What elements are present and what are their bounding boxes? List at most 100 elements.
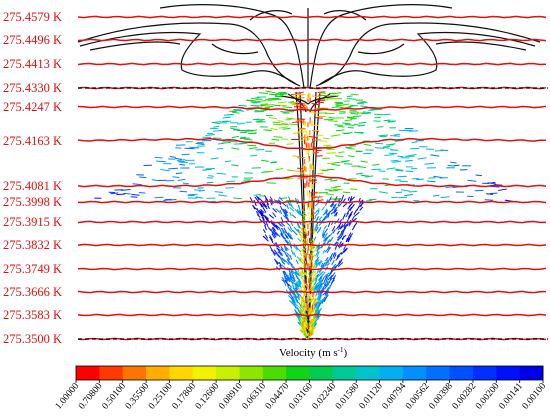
velocity-arrow [323, 137, 331, 140]
velocity-arrow [284, 211, 289, 217]
velocity-arrow [337, 241, 342, 248]
velocity-arrow [283, 227, 288, 234]
velocity-arrow [290, 270, 294, 278]
velocity-arrow [322, 262, 325, 269]
velocity-arrow [296, 280, 301, 288]
velocity-arrow [160, 169, 170, 172]
velocity-arrow [334, 241, 339, 245]
velocity-arrow [426, 180, 436, 183]
velocity-arrow [263, 170, 274, 173]
velocity-arrow [345, 238, 348, 243]
velocity-arrow [280, 217, 284, 222]
velocity-arrow [264, 215, 269, 220]
velocity-arrow [352, 217, 358, 222]
velocity-arrow [399, 180, 408, 183]
velocity-arrow [293, 282, 298, 287]
velocity-arrow [316, 279, 323, 285]
velocity-arrow [213, 130, 223, 132]
velocity-arrow [342, 213, 346, 220]
velocity-arrow [225, 187, 235, 189]
velocity-arrow [273, 136, 283, 138]
velocity-arrow [278, 197, 288, 200]
velocity-arrow [298, 306, 304, 312]
velocity-arrow [417, 157, 427, 160]
velocity-arrow [372, 163, 380, 166]
velocity-arrow [288, 270, 292, 276]
velocity-arrow [271, 230, 277, 236]
velocity-arrow [311, 103, 320, 106]
velocity-arrow [319, 282, 325, 287]
velocity-arrow [329, 253, 334, 259]
velocity-arrow [110, 192, 119, 195]
velocity-arrow [290, 264, 294, 269]
velocity-arrow [278, 126, 289, 129]
velocity-arrow [327, 258, 330, 264]
colorbar-tick-label: 0.50100 [100, 381, 128, 411]
velocity-arrow [312, 230, 316, 235]
colorbar-swatch [426, 366, 450, 380]
isotherm-label: 275.3749 K [3, 262, 62, 276]
velocity-arrow [323, 232, 328, 239]
velocity-arrow [315, 285, 320, 291]
velocity-arrow [324, 259, 329, 266]
velocity-arrow [258, 119, 265, 121]
velocity-arrow [318, 293, 322, 299]
velocity-arrow [291, 214, 297, 219]
velocity-arrow [349, 233, 354, 237]
velocity-arrow [387, 121, 395, 123]
velocity-arrow [239, 142, 248, 145]
velocity-arrow [294, 309, 299, 315]
velocity-arrow [172, 176, 180, 178]
velocity-arrow [318, 276, 322, 281]
velocity-arrow [254, 109, 264, 113]
velocity-arrow [312, 207, 315, 213]
velocity-arrow [328, 271, 332, 276]
velocity-arrow [274, 95, 283, 98]
velocity-arrow [278, 261, 282, 267]
velocity-arrow [359, 206, 364, 211]
velocity-arrow [388, 152, 398, 155]
velocity-arrow [294, 284, 300, 290]
velocity-arrow [332, 252, 336, 257]
velocity-arrow [330, 203, 335, 208]
velocity-arrow [275, 208, 281, 213]
velocity-arrow [300, 300, 305, 307]
velocity-arrow [178, 161, 188, 164]
velocity-arrow [326, 247, 331, 254]
velocity-arrow [263, 236, 269, 242]
velocity-arrow [287, 196, 292, 202]
velocity-arrow [231, 111, 240, 114]
velocity-arrow [323, 236, 328, 242]
velocity-arrow [302, 213, 306, 218]
velocity-arrow [335, 211, 338, 217]
colorbar-swatch [496, 366, 521, 380]
velocity-arrow [356, 172, 363, 175]
velocity-arrow [264, 195, 269, 202]
colorbar-swatch [309, 366, 334, 380]
velocity-arrow [450, 161, 457, 164]
velocity-arrow [310, 287, 314, 292]
velocity-arrow [301, 278, 305, 283]
velocity-arrow [314, 283, 318, 290]
velocity-arrow [343, 223, 348, 229]
velocity-arrow [327, 221, 331, 228]
velocity-arrow [300, 208, 306, 213]
velocity-arrow [264, 104, 275, 106]
velocity-arrow [384, 154, 395, 156]
velocity-arrow [310, 323, 314, 328]
velocity-arrow [358, 166, 366, 168]
velocity-arrow [285, 239, 290, 245]
velocity-arrow [295, 283, 300, 288]
velocity-arrow [326, 262, 330, 267]
velocity-arrow [361, 112, 371, 115]
velocity-arrow [395, 191, 403, 194]
velocity-arrow [411, 141, 418, 144]
velocity-arrow [316, 297, 320, 303]
velocity-arrow [154, 196, 164, 199]
velocity-arrow [312, 286, 315, 292]
velocity-arrow [467, 179, 477, 182]
velocity-arrow [329, 274, 333, 280]
velocity-arrow [353, 209, 358, 215]
velocity-arrow [314, 256, 320, 263]
velocity-arrow [315, 262, 319, 269]
